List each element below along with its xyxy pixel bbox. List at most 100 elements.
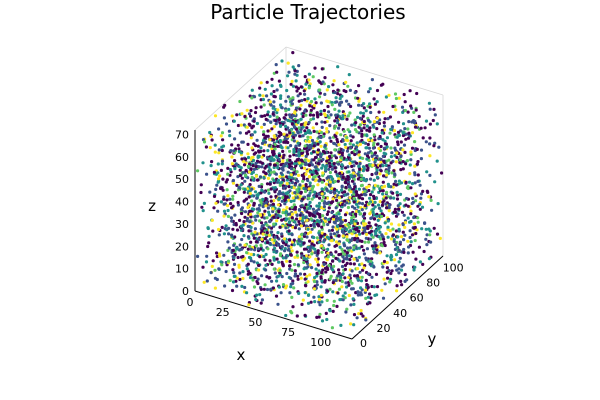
data-point	[265, 287, 270, 292]
data-point	[359, 177, 363, 181]
data-point	[271, 209, 275, 214]
data-point	[216, 177, 221, 181]
data-point	[272, 241, 276, 245]
data-point	[220, 148, 224, 153]
data-point	[283, 140, 287, 144]
data-point	[334, 250, 338, 254]
data-point	[390, 125, 394, 129]
data-point	[350, 281, 354, 285]
data-point	[290, 122, 294, 126]
data-point	[375, 214, 379, 218]
data-point	[415, 162, 419, 166]
data-point	[331, 259, 335, 263]
data-point	[385, 173, 389, 177]
data-point	[382, 159, 386, 163]
data-point	[335, 230, 340, 234]
data-point	[288, 158, 292, 162]
data-point	[337, 287, 341, 291]
data-point	[302, 241, 306, 245]
data-point	[416, 216, 420, 220]
data-point	[394, 243, 398, 247]
data-point	[214, 201, 218, 205]
data-point	[309, 170, 313, 174]
data-point	[416, 220, 420, 224]
data-point	[263, 283, 267, 287]
data-point	[383, 282, 387, 286]
data-point	[333, 166, 337, 170]
data-point	[361, 165, 366, 169]
data-point	[260, 155, 264, 159]
data-point	[348, 273, 352, 277]
data-point	[260, 161, 264, 165]
data-point	[255, 293, 259, 297]
data-point	[329, 232, 333, 236]
data-point	[230, 219, 234, 223]
data-point	[222, 214, 226, 218]
data-point	[277, 285, 281, 289]
data-point	[381, 138, 385, 142]
data-point	[208, 190, 212, 194]
data-point	[407, 120, 411, 124]
data-point	[348, 145, 353, 149]
data-point	[317, 315, 321, 319]
data-point	[389, 161, 393, 165]
data-point	[366, 151, 370, 155]
data-point	[381, 296, 386, 300]
data-point	[415, 91, 419, 96]
data-point	[280, 260, 284, 264]
data-point	[242, 199, 246, 203]
data-point	[312, 158, 316, 162]
data-point	[329, 159, 334, 163]
data-point	[325, 127, 329, 131]
data-point	[222, 253, 226, 257]
data-point	[271, 112, 275, 116]
data-point	[263, 216, 267, 220]
data-point	[316, 257, 320, 261]
data-point	[247, 255, 252, 260]
data-point	[246, 142, 250, 146]
data-point	[330, 326, 334, 330]
data-point	[412, 119, 416, 123]
data-point	[337, 126, 341, 130]
data-point	[354, 121, 358, 125]
data-point	[328, 154, 332, 159]
data-point	[246, 235, 251, 239]
data-point	[428, 122, 432, 126]
data-point	[308, 135, 313, 140]
data-point	[276, 144, 280, 148]
data-point	[276, 203, 280, 207]
data-point	[333, 179, 337, 184]
data-point	[213, 268, 217, 272]
data-point	[292, 203, 296, 207]
data-point	[290, 102, 294, 106]
data-point	[260, 237, 264, 241]
data-point	[382, 199, 386, 203]
data-point	[299, 164, 303, 168]
data-point	[341, 250, 345, 254]
data-point	[270, 262, 274, 266]
data-point	[282, 237, 286, 241]
data-point	[222, 116, 226, 120]
data-point	[263, 209, 267, 213]
data-point	[309, 118, 313, 122]
data-point	[353, 185, 357, 189]
data-point	[235, 183, 239, 187]
data-point	[402, 238, 406, 242]
data-point	[292, 238, 296, 242]
data-point	[196, 169, 200, 173]
data-point	[385, 266, 389, 270]
data-point	[209, 134, 213, 138]
data-point	[398, 192, 403, 196]
data-point	[421, 189, 425, 193]
data-point	[384, 232, 388, 236]
data-point	[275, 219, 279, 223]
data-point	[370, 244, 374, 248]
data-point	[339, 323, 343, 327]
data-point	[297, 220, 301, 224]
data-point	[400, 210, 405, 214]
data-point	[362, 126, 366, 130]
data-point	[316, 183, 320, 187]
data-point	[244, 173, 248, 177]
data-point	[378, 230, 382, 234]
data-point	[226, 248, 230, 252]
